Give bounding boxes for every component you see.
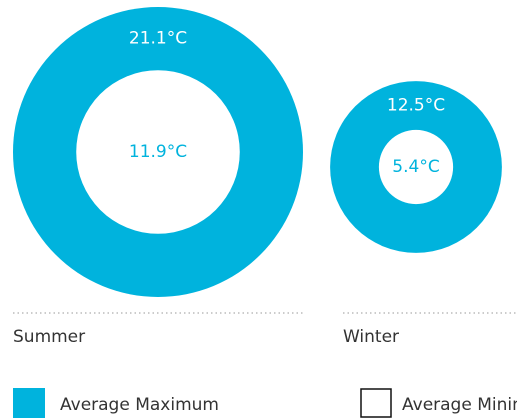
legend-swatch xyxy=(360,388,392,418)
max-label: 21.1°C xyxy=(129,29,187,49)
category-label: Summer xyxy=(13,327,85,347)
legend-label: Average Minimum xyxy=(402,395,517,415)
min-label: 5.4°C xyxy=(392,157,439,177)
category-label: Winter xyxy=(343,327,399,347)
legend-label: Average Maximum xyxy=(60,395,219,415)
inner-circle xyxy=(76,70,240,234)
max-label: 12.5°C xyxy=(387,95,445,115)
inner-circle xyxy=(378,129,454,205)
legend-swatch xyxy=(13,388,45,418)
min-label: 11.9°C xyxy=(129,142,187,162)
